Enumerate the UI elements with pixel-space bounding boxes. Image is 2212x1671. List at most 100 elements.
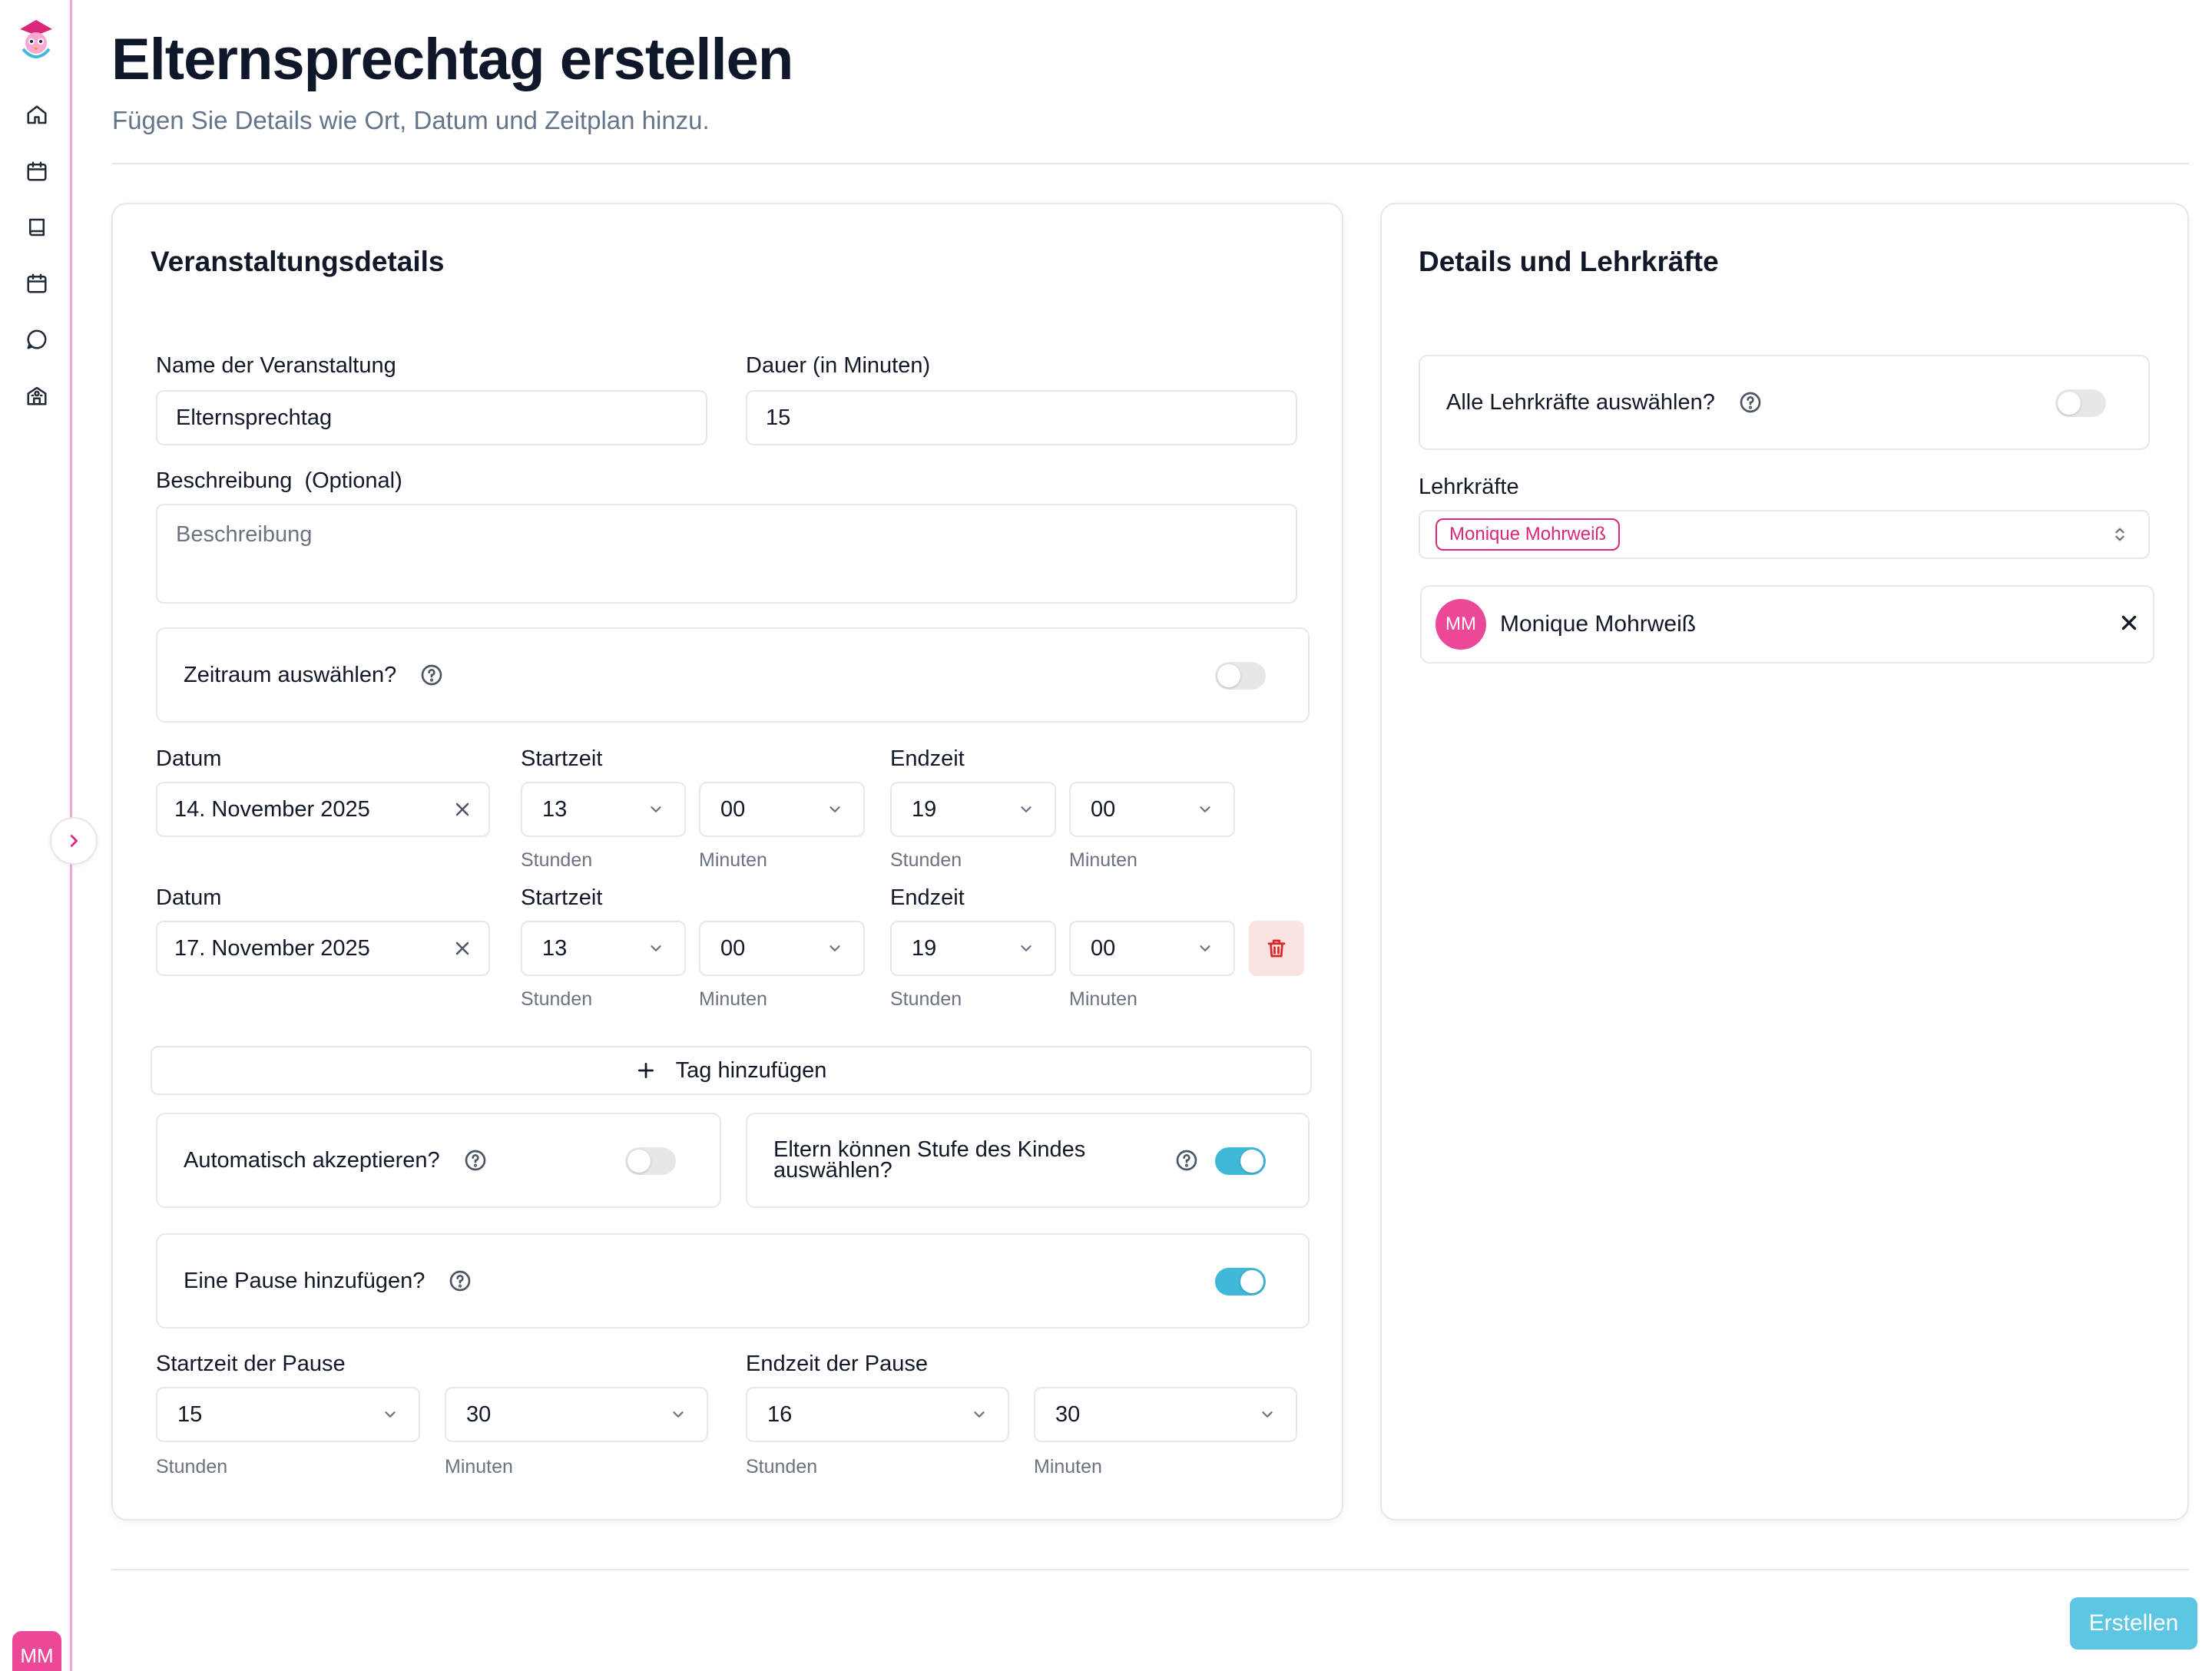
parents-level-switch[interactable]: [1215, 1147, 1266, 1175]
selected-teacher-tag[interactable]: Monique Mohrweiß: [1435, 518, 1621, 551]
event-name-input[interactable]: Elternsprechtag: [156, 390, 707, 445]
event-name-label: Name der Veranstaltung: [156, 353, 396, 378]
minutes-hint: Minuten: [699, 988, 767, 1010]
date-label: Datum: [156, 746, 222, 771]
auto-accept-toggle-box: Automatisch akzeptieren?: [156, 1113, 721, 1208]
chevron-down-icon: [1200, 945, 1210, 951]
chevron-down-icon: [651, 806, 661, 812]
end-time-label: Endzeit: [890, 746, 965, 771]
chevron-down-icon: [974, 1411, 985, 1418]
calendar-alt-icon[interactable]: [25, 271, 49, 296]
chevron-down-icon: [385, 1411, 396, 1418]
teachers-multiselect[interactable]: Monique Mohrweiß: [1419, 510, 2150, 559]
hours-hint: Stunden: [521, 988, 593, 1010]
chevron-down-icon: [830, 945, 840, 951]
remove-teacher-button[interactable]: [2119, 613, 2139, 637]
chevron-down-icon: [1262, 1411, 1273, 1418]
chevron-up-down-icon: [2115, 528, 2124, 541]
select-all-label: Alle Lehrkräfte auswählen?: [1446, 389, 1715, 415]
timerange-switch[interactable]: [1215, 662, 1266, 690]
hours-hint: Stunden: [890, 849, 962, 871]
teachers-title: Details und Lehrkräfte: [1419, 246, 1719, 277]
pause-switch[interactable]: [1215, 1268, 1266, 1295]
end-time-label: Endzeit: [890, 885, 965, 910]
description-textarea[interactable]: Beschreibung: [156, 504, 1297, 604]
date-picker[interactable]: 14. November 2025: [156, 782, 490, 837]
teacher-avatar: MM: [1435, 599, 1486, 650]
duration-input[interactable]: 15: [746, 390, 1297, 445]
pause-start-minute-select[interactable]: 30: [445, 1387, 708, 1442]
chat-icon[interactable]: [25, 327, 49, 352]
hours-hint: Stunden: [521, 849, 593, 871]
date-label: Datum: [156, 885, 222, 910]
date-picker[interactable]: 17. November 2025: [156, 921, 490, 976]
clear-icon[interactable]: [453, 800, 472, 819]
minutes-hint: Minuten: [1069, 849, 1137, 871]
pause-end-label: Endzeit der Pause: [746, 1352, 928, 1376]
sidebar-expand-button[interactable]: [50, 817, 98, 865]
auto-accept-switch[interactable]: [625, 1147, 676, 1175]
end-hour-select[interactable]: 19: [890, 921, 1056, 976]
close-icon: [2121, 615, 2137, 630]
pause-end-hour-select[interactable]: 16: [746, 1387, 1009, 1442]
pause-start-hour-select[interactable]: 15: [156, 1387, 420, 1442]
page-title: Elternsprechtag erstellen: [111, 27, 793, 92]
select-all-toggle-box: Alle Lehrkräfte auswählen?: [1419, 355, 2150, 450]
start-hour-select[interactable]: 13: [521, 782, 686, 837]
teacher-list-item: MM Monique Mohrweiß: [1420, 585, 2154, 663]
chevron-down-icon: [1200, 806, 1210, 812]
book-icon[interactable]: [25, 215, 49, 240]
chevron-down-icon: [1021, 806, 1031, 812]
help-icon[interactable]: [1738, 390, 1763, 415]
divider: [111, 163, 2189, 164]
start-hour-select[interactable]: 13: [521, 921, 686, 976]
help-icon[interactable]: [463, 1148, 488, 1173]
pause-end-minute-select[interactable]: 30: [1034, 1387, 1297, 1442]
end-hour-select[interactable]: 19: [890, 782, 1056, 837]
parents-level-label: Eltern können Stufe des Kindes auswählen…: [773, 1137, 1086, 1183]
plus-icon: [637, 1062, 654, 1079]
trash-icon: [1267, 939, 1286, 958]
pause-toggle-box: Eine Pause hinzufügen?: [156, 1233, 1310, 1329]
chevron-down-icon: [1021, 945, 1031, 951]
hours-hint: Stunden: [746, 1456, 818, 1477]
page-subtitle: Fügen Sie Details wie Ort, Datum und Zei…: [112, 106, 710, 134]
start-minute-select[interactable]: 00: [699, 782, 865, 837]
add-day-button[interactable]: Tag hinzufügen: [151, 1046, 1312, 1095]
chevron-down-icon: [651, 945, 661, 951]
chevron-down-icon: [830, 806, 840, 812]
duration-label: Dauer (in Minuten): [746, 353, 931, 378]
hours-hint: Stunden: [156, 1456, 228, 1477]
event-details-title: Veranstaltungsdetails: [151, 246, 445, 277]
timerange-toggle-box: Zeitraum auswählen?: [156, 627, 1310, 723]
pause-start-label: Startzeit der Pause: [156, 1352, 346, 1376]
teacher-name: Monique Mohrweiß: [1500, 611, 1697, 637]
school-icon[interactable]: [25, 383, 49, 408]
calendar-icon[interactable]: [25, 159, 49, 184]
create-button[interactable]: Erstellen: [2070, 1597, 2197, 1649]
minutes-hint: Minuten: [445, 1456, 513, 1477]
minutes-hint: Minuten: [699, 849, 767, 871]
start-time-label: Startzeit: [521, 885, 603, 910]
user-avatar[interactable]: MM: [12, 1631, 61, 1671]
hours-hint: Stunden: [890, 988, 962, 1010]
minutes-hint: Minuten: [1034, 1456, 1102, 1477]
end-minute-select[interactable]: 00: [1069, 921, 1235, 976]
start-minute-select[interactable]: 00: [699, 921, 865, 976]
delete-day-button[interactable]: [1249, 921, 1304, 976]
timerange-label: Zeitraum auswählen?: [184, 662, 397, 687]
description-label: Beschreibung (Optional): [156, 468, 402, 493]
end-minute-select[interactable]: 00: [1069, 782, 1235, 837]
help-icon[interactable]: [1174, 1148, 1199, 1173]
help-icon[interactable]: [419, 663, 444, 687]
clear-icon[interactable]: [453, 939, 472, 958]
help-icon[interactable]: [448, 1269, 472, 1293]
auto-accept-label: Automatisch akzeptieren?: [184, 1147, 440, 1173]
chevron-right-icon: [70, 835, 78, 847]
app-logo[interactable]: [17, 18, 55, 63]
start-time-label: Startzeit: [521, 746, 603, 771]
parents-level-toggle-box: Eltern können Stufe des Kindes auswählen…: [746, 1113, 1310, 1208]
home-icon[interactable]: [25, 103, 49, 127]
pause-label: Eine Pause hinzufügen?: [184, 1268, 426, 1293]
select-all-switch[interactable]: [2055, 389, 2106, 417]
